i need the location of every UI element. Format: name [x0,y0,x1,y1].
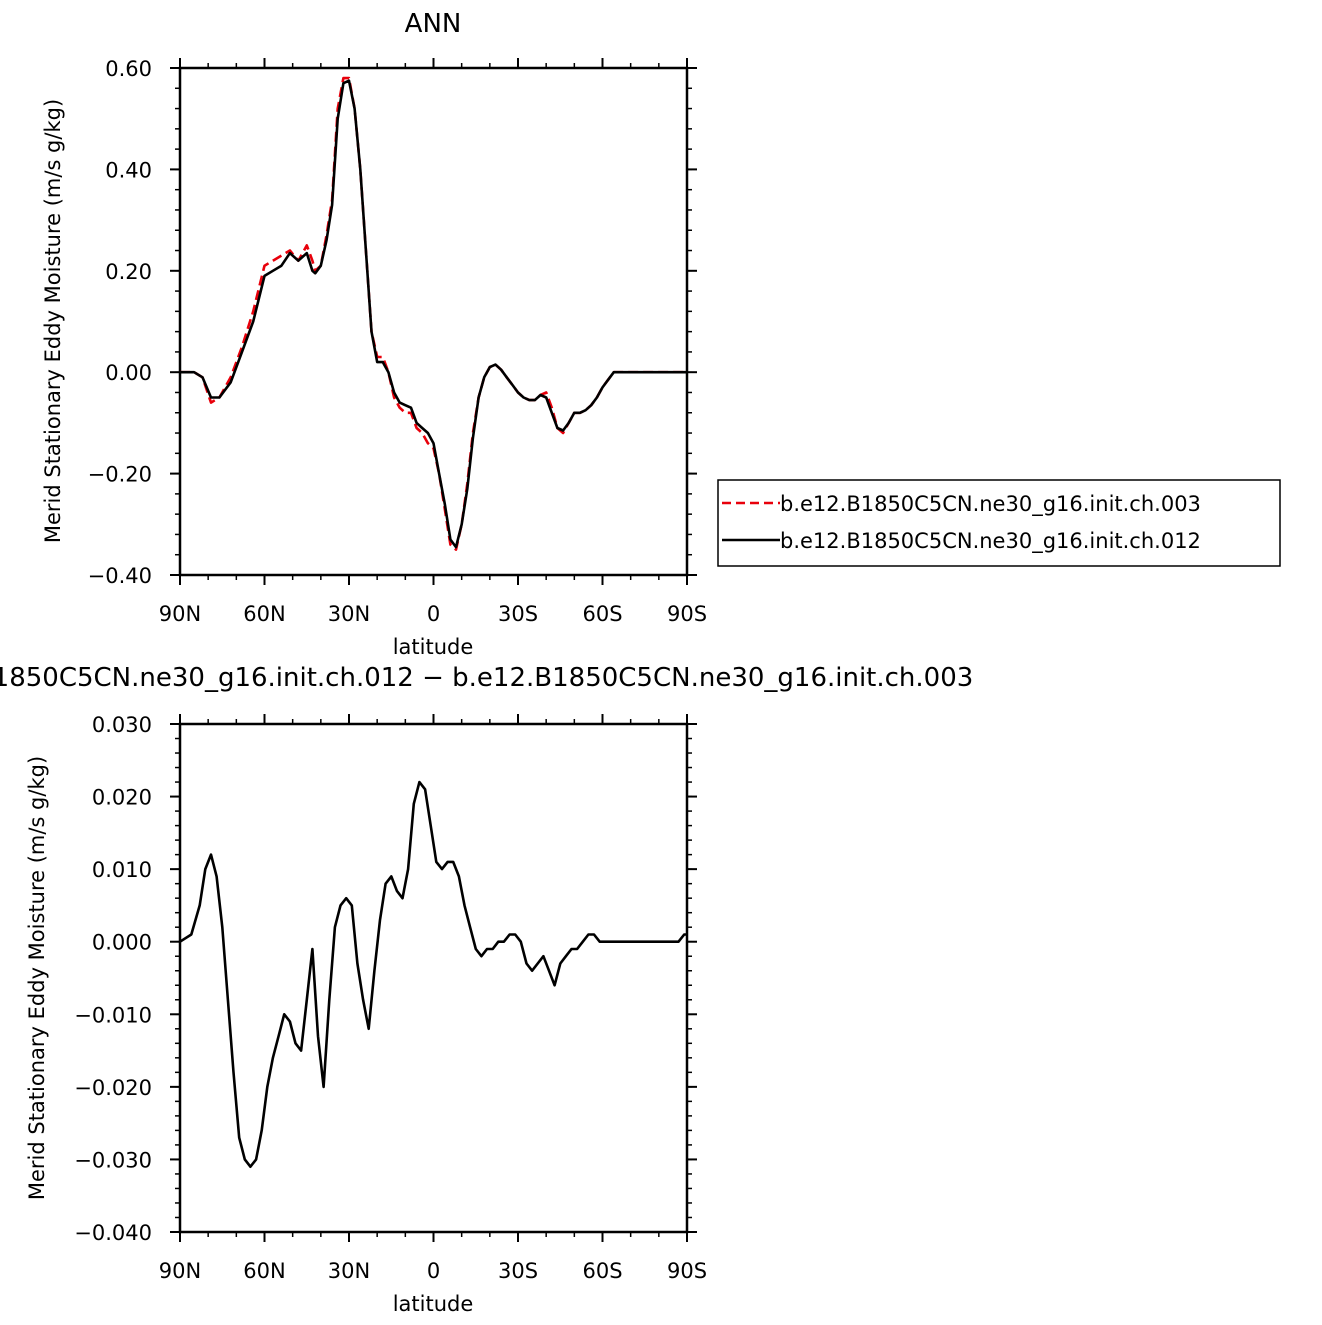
y-tick-label: 0.030 [92,713,152,737]
top-chart-series [180,76,687,551]
bottom-x-axis-label: latitude [393,1292,474,1316]
top-chart-title: ANN [405,9,462,39]
x-tick-label: 90S [667,602,707,626]
legend-box [717,479,1281,567]
x-tick-label: 30S [498,1259,538,1283]
top-plot-frame [178,66,689,577]
bottom-chart-series [179,780,687,1168]
x-tick-label: 30N [328,602,370,626]
bottom-chart-ticks: 90N 60N 30N 0 30S 60S 90S 0.030 0.020 0.010 0.000 −… [74,713,707,1283]
y-tick-label: 0.020 [92,786,152,810]
legend: b.e12.B1850C5CN.ne30_g16.init.ch.003 b.e… [717,479,1281,567]
y-tick-label: −0.20 [88,463,152,487]
y-tick-label: −0.010 [74,1003,152,1027]
bottom-chart-title: b.e12.B1850C5CN.ne30_g16.init.ch.012 − b… [0,663,973,693]
legend-label-series-2: b.e12.B1850C5CN.ne30_g16.init.ch.012 [780,529,1201,554]
x-tick-label: 60N [243,602,285,626]
x-tick-label: 30S [498,602,538,626]
x-tick-label: 0 [427,1259,440,1283]
x-tick-label: 0 [427,602,440,626]
x-tick-label: 90N [159,1259,201,1283]
top-x-axis-label: latitude [393,635,474,659]
y-tick-label: −0.020 [74,1076,152,1100]
x-tick-label: 60S [582,1259,622,1283]
y-tick-label: 0.40 [105,158,152,182]
x-tick-label: 60N [243,1259,285,1283]
y-tick-label: −0.40 [88,564,152,588]
bottom-y-axis-label: Merid Stationary Eddy Moisture (m/s g/kg… [25,756,49,1200]
bottom-chart: b.e12.B1850C5CN.ne30_g16.init.ch.012 − b… [0,663,973,1316]
y-tick-label: −0.040 [74,1221,152,1245]
y-tick-label: 0.00 [105,361,152,385]
x-tick-label: 30N [328,1259,370,1283]
top-y-axis-label: Merid Stationary Eddy Moisture (m/s g/kg… [41,99,65,543]
y-tick-label: 0.60 [105,57,152,81]
series-line-2 [180,79,687,549]
legend-label-series-1: b.e12.B1850C5CN.ne30_g16.init.ch.003 [780,492,1201,517]
x-tick-label: 90N [159,602,201,626]
x-tick-label: 60S [582,602,622,626]
y-tick-label: 0.010 [92,858,152,882]
top-chart-ticks: 90N 60N 30N 0 30S 60S 90S 0.60 0.40 0.20 0.00 −0.20… [88,57,707,626]
x-tick-label: 90S [667,1259,707,1283]
y-tick-label: 0.20 [105,260,152,284]
y-tick-label: 0.000 [92,931,152,955]
series-line-1 [179,780,687,1168]
top-chart: ANN 90N 60N 30N 0 30S 60S 90S 0.60 0.40 0.20 0.00 −… [41,9,1281,659]
y-tick-label: −0.030 [74,1148,152,1172]
